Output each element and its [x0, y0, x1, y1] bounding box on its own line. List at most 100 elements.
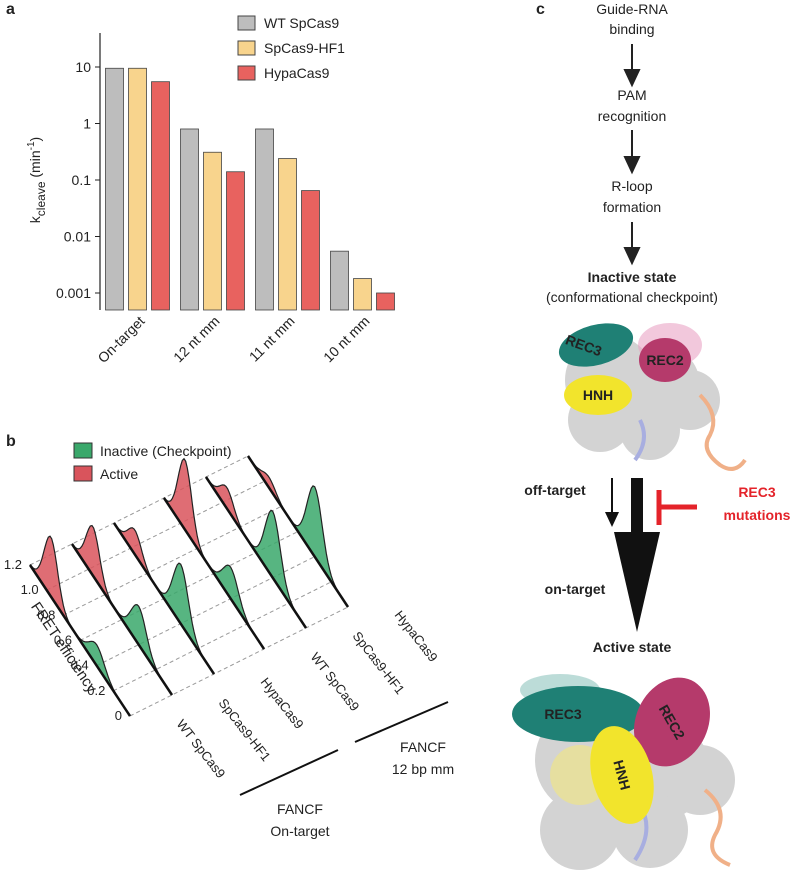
- lane-label: SpCas9-HF1: [216, 696, 274, 764]
- bar: [255, 128, 274, 311]
- panel-label: a: [6, 1, 15, 18]
- axis-tick-label: 0.2: [87, 683, 105, 698]
- legend-swatch: [73, 465, 93, 482]
- ridge-area: [30, 536, 130, 716]
- legend-swatch: [237, 40, 256, 56]
- label-part: (min: [27, 150, 43, 181]
- domain-label: REC3: [544, 706, 582, 722]
- axis-tick-label: 1.2: [4, 557, 22, 572]
- legend-swatch: [237, 15, 256, 31]
- path-label: on-target: [545, 581, 606, 597]
- step: Guide-RNA: [596, 1, 668, 17]
- lane-baseline: [204, 476, 308, 629]
- ridge-outline: [205, 476, 307, 629]
- grid-line: [129, 606, 349, 717]
- arrow: [631, 478, 643, 534]
- panel-label: b: [6, 433, 16, 450]
- group-label: 12 bp mm: [392, 761, 454, 777]
- y-tick-label: 0.01: [64, 228, 91, 244]
- y-tick-label: 0.1: [72, 172, 92, 188]
- y-axis-label: kcleave (min-1): [26, 137, 48, 223]
- domain-label: HNH: [583, 387, 613, 403]
- lane-label: HypaCas9: [392, 608, 441, 665]
- bar: [203, 151, 222, 311]
- mutation-label: REC3: [738, 484, 776, 500]
- group-label: FANCF: [277, 801, 323, 817]
- x-tick-label: On-target: [94, 313, 147, 366]
- bar: [330, 250, 349, 311]
- arrow: [614, 532, 660, 632]
- lane-label: SpCas9-HF1: [350, 629, 408, 697]
- lane-baseline: [246, 455, 350, 608]
- bar: [353, 278, 372, 311]
- step: recognition: [598, 108, 667, 124]
- axis-tick-label: 0.4: [71, 658, 89, 673]
- legend-label: HypaCas9: [264, 65, 330, 81]
- group-line: [239, 749, 339, 796]
- panel-c: Guide-RNA binding PAM recognition R-loop…: [512, 1, 791, 870]
- path-label: off-target: [524, 482, 586, 498]
- label-part: k: [27, 215, 43, 223]
- y-tick-label: 0.001: [56, 285, 91, 301]
- grid-line: [63, 505, 282, 616]
- legend-label: Inactive (Checkpoint): [100, 443, 232, 459]
- axis-tick-label: 0.6: [54, 633, 72, 648]
- legend-swatch: [237, 65, 256, 81]
- legend-label: SpCas9-HF1: [264, 40, 345, 56]
- legend-label: Active: [100, 466, 138, 482]
- bar: [226, 171, 245, 311]
- axis-tick-label: 1.0: [21, 582, 39, 597]
- group-label: On-target: [270, 823, 329, 839]
- lane-baseline: [112, 522, 216, 675]
- bar: [301, 190, 320, 311]
- arrows: [623, 44, 641, 266]
- x-tick-label: 10 nt mm: [320, 313, 373, 366]
- label-part: ): [27, 137, 43, 142]
- domain-label: REC2: [646, 352, 684, 368]
- group-line: [354, 701, 449, 743]
- lane-baseline: [70, 543, 174, 696]
- state-subtitle: (conformational checkpoint): [546, 289, 718, 305]
- step: R-loop: [611, 178, 652, 194]
- step: formation: [603, 199, 661, 215]
- ridge-outline: [163, 457, 265, 650]
- lane-label: WT SpCas9: [174, 717, 229, 781]
- bar: [278, 158, 297, 311]
- legend-label: WT SpCas9: [264, 15, 339, 31]
- axis-tick-label: 0.8: [37, 607, 55, 622]
- ridges: [28, 455, 350, 717]
- step: PAM: [617, 87, 646, 103]
- step: binding: [609, 21, 654, 37]
- mutation-label: mutations: [724, 507, 791, 523]
- ridge-area: [164, 458, 264, 649]
- ridge-outline: [71, 524, 173, 696]
- axis-tick-label: 0: [115, 708, 122, 723]
- state-title: Active state: [593, 639, 672, 655]
- domain-label: HNH: [610, 758, 633, 791]
- grid-line: [29, 455, 249, 566]
- label-part: cleave: [34, 181, 48, 216]
- bar: [180, 128, 199, 311]
- ridge-area: [72, 525, 172, 695]
- legend-swatch: [73, 442, 93, 459]
- label-part: -1: [26, 141, 37, 150]
- lane-label: WT SpCas9: [308, 650, 363, 714]
- y-tick-label: 1: [83, 116, 91, 132]
- panel-b-legend: Inactive (Checkpoint) Active: [100, 443, 232, 482]
- group-label: FANCF: [400, 739, 446, 755]
- panel-label: c: [536, 1, 545, 18]
- lane-baseline: [28, 564, 132, 717]
- state-title: Inactive state: [588, 269, 677, 285]
- y-tick-label: 10: [75, 59, 91, 75]
- ridge-outline: [113, 522, 215, 675]
- arrow: [605, 512, 619, 527]
- bar: [151, 81, 170, 311]
- x-tick-label: 12 nt mm: [170, 313, 223, 366]
- protein-inactive: REC3 REC2 HNH: [558, 323, 747, 471]
- ridge-outline: [247, 455, 349, 608]
- grid-line: [113, 581, 332, 692]
- bar: [105, 67, 124, 311]
- bar: [376, 292, 395, 311]
- lane-label: HypaCas9: [258, 675, 307, 732]
